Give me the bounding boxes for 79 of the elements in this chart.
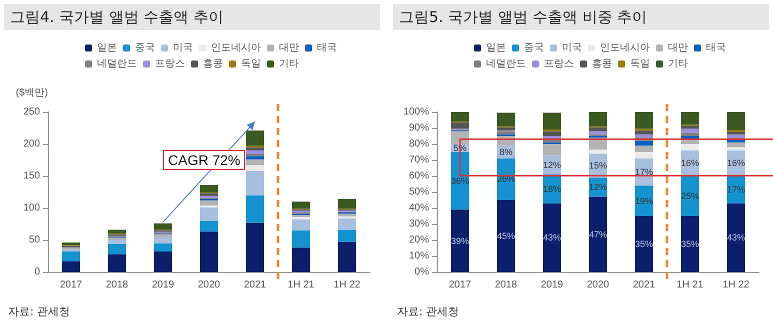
annotation: CAGR 72% bbox=[163, 150, 246, 170]
legend-label: 프랑스 bbox=[544, 58, 574, 70]
data-label: 18% bbox=[542, 184, 562, 194]
text: 자료: 관세청 bbox=[397, 304, 460, 319]
legend-label: 태국 bbox=[706, 42, 726, 54]
legend-label: 중국 bbox=[524, 42, 544, 54]
y-tick-label: 30% bbox=[408, 218, 430, 230]
y-tick-label: 200 bbox=[23, 138, 40, 150]
legend-label: 인도네시아 bbox=[600, 42, 650, 54]
x-tick-label: 1H 21 bbox=[288, 280, 315, 290]
y-tick-label: 40% bbox=[408, 202, 430, 214]
legend-label: 미국 bbox=[562, 42, 582, 54]
y-tick-label: 70% bbox=[408, 154, 430, 166]
y-axis-title: ($백만) bbox=[16, 88, 48, 98]
legend-label: 기타 bbox=[279, 58, 299, 70]
data-label: 17% bbox=[726, 184, 746, 195]
data-label: 16% bbox=[726, 158, 746, 168]
y-tick-label: 90% bbox=[408, 122, 430, 134]
chart-title: 그림4. 국가별 앨범 수출액 추이 bbox=[4, 4, 380, 30]
y-tick-label: 80% bbox=[408, 138, 430, 150]
y-tick-label: 50% bbox=[408, 186, 430, 198]
legend-label: 독일 bbox=[241, 58, 261, 70]
legend-label: 독일 bbox=[630, 58, 650, 70]
data-label: 12% bbox=[588, 182, 608, 192]
x-tick-label: 2019 bbox=[152, 280, 175, 290]
legend-label: 미국 bbox=[173, 42, 193, 54]
data-label: 25% bbox=[680, 191, 700, 201]
y-tick-label: 100 bbox=[23, 202, 40, 214]
y-tick-label: 100% bbox=[403, 106, 430, 118]
data-label: 19% bbox=[634, 196, 654, 206]
y-tick-label: 10% bbox=[408, 250, 430, 262]
legend-label: 중국 bbox=[135, 42, 155, 54]
x-tick-label: 1H 22 bbox=[722, 280, 750, 290]
legend-label: 일본 bbox=[486, 42, 506, 54]
legend-label: 네덜란드 bbox=[97, 58, 137, 70]
data-label: 45% bbox=[496, 231, 516, 241]
data-label: 35% bbox=[634, 239, 654, 249]
legend-label: 대만 bbox=[668, 42, 688, 54]
x-tick-label: 2021 bbox=[632, 280, 656, 290]
data-label: 26% bbox=[496, 174, 516, 184]
data-label: 47% bbox=[588, 229, 608, 240]
data-label: 43% bbox=[726, 232, 746, 243]
x-tick-label: 2017 bbox=[60, 280, 83, 290]
chart-title: 그림5. 국가별 앨범 수출액 비중 추이 bbox=[393, 4, 769, 30]
x-tick-label: 2020 bbox=[586, 280, 610, 290]
legend-label: 기타 bbox=[668, 58, 688, 70]
y-tick-label: 0% bbox=[414, 266, 430, 278]
x-tick-label: 2017 bbox=[448, 280, 472, 290]
legend-label: 인도네시아 bbox=[211, 42, 261, 54]
text: 자료: 관세청 bbox=[8, 304, 70, 319]
x-tick-label: 1H 21 bbox=[676, 280, 704, 290]
legend-label: 프랑스 bbox=[155, 58, 185, 70]
data-label: 15% bbox=[588, 160, 608, 171]
legend-label: 네덜란드 bbox=[486, 58, 526, 70]
x-tick-label: 2020 bbox=[198, 280, 221, 290]
y-tick-label: 0 bbox=[34, 266, 40, 278]
legend-label: 홍콩 bbox=[592, 58, 612, 70]
y-tick-label: 20% bbox=[408, 234, 430, 246]
data-label: 35% bbox=[680, 239, 700, 249]
legend-label: 태국 bbox=[317, 42, 337, 54]
data-label: 43% bbox=[542, 232, 562, 243]
x-tick-label: 2019 bbox=[540, 280, 564, 290]
legend-label: 홍콩 bbox=[203, 58, 223, 70]
data-label: 39% bbox=[450, 236, 470, 246]
x-tick-label: 2021 bbox=[244, 280, 267, 290]
x-tick-label: 2018 bbox=[106, 280, 129, 290]
data-label: 8% bbox=[499, 147, 513, 157]
y-tick-label: 150 bbox=[23, 170, 40, 182]
data-label: 17% bbox=[634, 167, 654, 177]
data-label: 12% bbox=[542, 160, 562, 170]
x-tick-label: 2018 bbox=[494, 280, 518, 290]
y-tick-label: 50 bbox=[28, 234, 40, 246]
y-tick-label: 60% bbox=[408, 170, 430, 182]
x-tick-label: 1H 22 bbox=[334, 280, 361, 290]
data-label: 36% bbox=[450, 176, 470, 186]
legend-label: 대만 bbox=[279, 42, 299, 54]
y-tick-label: 250 bbox=[23, 106, 40, 118]
legend-label: 일본 bbox=[97, 42, 117, 54]
data-label: 16% bbox=[680, 158, 700, 168]
